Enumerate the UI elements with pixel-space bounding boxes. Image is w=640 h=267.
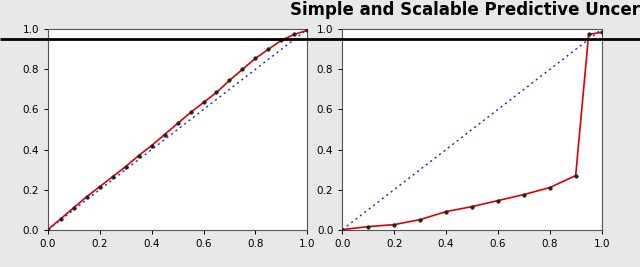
Text: Simple and Scalable Predictive Uncer: Simple and Scalable Predictive Uncer bbox=[290, 1, 640, 19]
